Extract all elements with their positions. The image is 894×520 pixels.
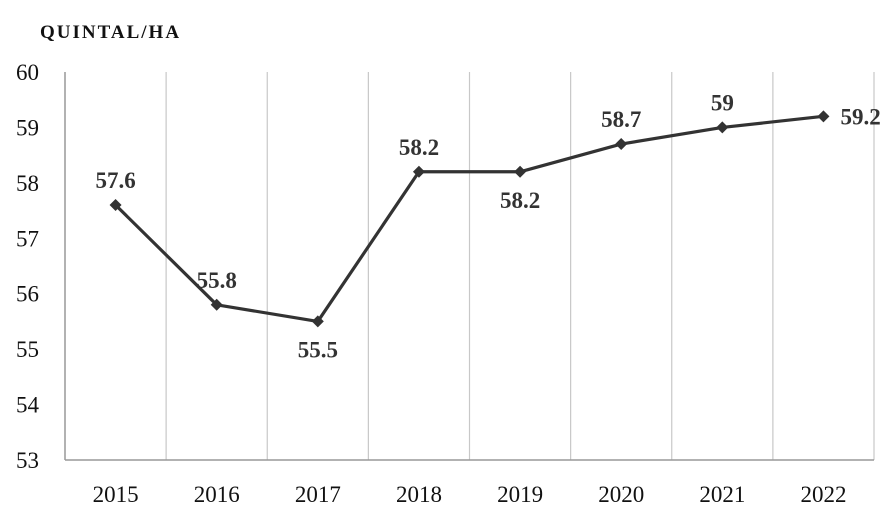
data-label: 55.8 <box>197 268 237 293</box>
y-tick-label: 56 <box>16 282 39 307</box>
x-tick-label: 2015 <box>93 482 139 507</box>
y-tick-label: 57 <box>16 226 39 251</box>
data-label: 55.5 <box>298 337 338 362</box>
x-tick-label: 2020 <box>598 482 644 507</box>
data-point-marker <box>311 315 324 328</box>
y-tick-label: 55 <box>16 337 39 362</box>
x-tick-label: 2017 <box>295 482 341 507</box>
data-label: 58.7 <box>601 107 641 132</box>
data-point-marker <box>210 298 223 311</box>
y-tick-label: 54 <box>16 393 40 418</box>
data-labels: 57.6 55.8 55.5 58.2 58.2 58.7 59 59.2 <box>95 90 880 362</box>
x-tick-label: 2021 <box>699 482 745 507</box>
y-tick-label: 59 <box>16 115 39 140</box>
series-line <box>114 114 824 324</box>
x-tick-label: 2016 <box>194 482 240 507</box>
data-label: 59.2 <box>840 104 880 129</box>
x-tick-label: 2018 <box>396 482 442 507</box>
data-label: 59 <box>711 90 734 115</box>
x-tick-label: 2022 <box>800 482 846 507</box>
axes <box>64 72 874 461</box>
data-point-marker <box>615 138 628 151</box>
y-tick-label: 58 <box>16 171 39 196</box>
data-point-marker <box>109 199 122 212</box>
series-line-path <box>114 114 824 324</box>
data-point-marker <box>817 110 830 123</box>
y-tick-labels: 53 54 55 56 57 58 59 60 <box>16 60 40 473</box>
y-axis-label: QUINTAL/HA <box>40 22 181 43</box>
data-label: 58.2 <box>500 188 540 213</box>
x-tick-label: 2019 <box>497 482 543 507</box>
data-point-marker <box>716 121 729 134</box>
y-tick-label: 60 <box>16 60 39 85</box>
data-label: 58.2 <box>399 135 439 160</box>
x-tick-labels: 2015 2016 2017 2018 2019 2020 2021 2022 <box>93 482 847 507</box>
data-label: 57.6 <box>95 168 135 193</box>
data-markers <box>109 110 830 328</box>
y-tick-label: 53 <box>16 448 39 473</box>
data-point-marker <box>412 165 425 178</box>
grid-lines <box>165 72 875 460</box>
data-point-marker <box>514 165 527 178</box>
